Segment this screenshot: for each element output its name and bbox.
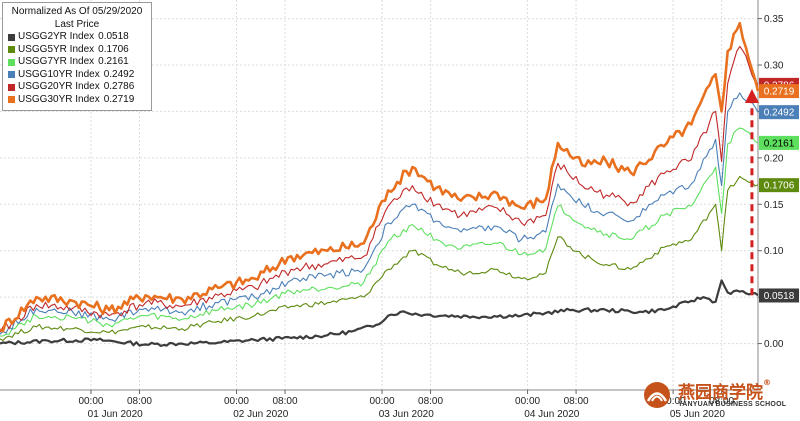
x-tick-time-label: 00:00 — [78, 396, 103, 407]
y-tick-label: 0.35 — [764, 14, 784, 25]
x-tick-day-label: 05 Jun 2020 — [670, 409, 725, 420]
legend-entry: USGG30YR Index 0.2719 — [8, 94, 146, 107]
legend-swatch — [8, 46, 15, 54]
legend-entry: USGG20YR Index 0.2786 — [8, 81, 146, 94]
annotation-arrow-head — [744, 89, 759, 103]
y-tick-label: 0.30 — [764, 61, 784, 72]
legend-entries: USGG2YR Index 0.0518 USGG5YR Index 0.1706 US… — [8, 31, 146, 106]
last-price-label-usgg2yr: 0.0518 — [764, 291, 795, 302]
last-price-label-usgg5yr: 0.1706 — [764, 181, 795, 192]
x-tick-time-label: 08:00 — [564, 396, 589, 407]
series-line-usgg5yr — [0, 175, 759, 342]
legend-series-last: 0.0518 — [98, 31, 129, 42]
school-logo-icon — [644, 382, 670, 408]
legend-swatch — [8, 96, 15, 104]
legend-series-name: USGG20YR Index — [18, 81, 100, 92]
series-line-usgg20yr — [0, 45, 759, 333]
legend-series-name: USGG2YR Index — [18, 31, 95, 42]
last-price-box-usgg2yr — [759, 288, 799, 303]
legend-series-last: 0.1706 — [98, 43, 129, 55]
legend-subtitle: Last Price — [54, 18, 100, 30]
legend-series-last: 0.2719 — [103, 93, 135, 105]
series-lines — [0, 21, 760, 347]
legend-swatch — [8, 58, 15, 66]
legend-swatch — [8, 83, 15, 91]
legend-series-last: 0.2786 — [103, 81, 135, 92]
legend-series-last: 0.2492 — [103, 68, 135, 80]
x-tick-time-label: 00:00 — [224, 396, 249, 407]
series-line-usgg30yr — [0, 21, 760, 333]
x-tick-day-label: 02 Jun 2020 — [233, 409, 288, 420]
last-price-label-usgg7yr: 0.2161 — [764, 138, 795, 149]
watermark-cn-text: 燕园商学院 — [678, 383, 763, 403]
legend-series-last: 0.2161 — [98, 56, 129, 67]
legend-entry: USGG7YR Index 0.2161 — [8, 56, 146, 69]
last-price-label-usgg10yr: 0.2492 — [764, 108, 795, 119]
x-tick-day-label: 01 Jun 2020 — [88, 409, 143, 420]
legend-entry: USGG2YR Index 0.0518 — [8, 31, 146, 44]
last-price-box-usgg30yr — [759, 84, 799, 99]
y-tick-label: 0.00 — [764, 339, 784, 350]
annotation — [744, 89, 759, 296]
legend-swatch — [8, 71, 15, 79]
watermark-cn: 燕园商学院® — [678, 378, 771, 403]
x-tick-time-label: 08:00 — [418, 396, 443, 407]
y-tick-label: 0.10 — [764, 246, 784, 257]
x-tick-time-label: 08:00 — [709, 396, 734, 407]
x-tick-day-label: 03 Jun 2020 — [379, 409, 434, 420]
legend-series-name: USGG30YR Index — [18, 93, 100, 105]
last-price-label-usgg30yr: 0.2719 — [764, 87, 795, 98]
legend-series-name: USGG7YR Index — [18, 56, 95, 67]
last-price-box-usgg5yr — [759, 178, 799, 193]
x-tick-time-label: 00:00 — [661, 396, 686, 407]
legend-entry: USGG5YR Index 0.1706 — [8, 44, 146, 57]
y-tick-label: 0.15 — [764, 200, 784, 211]
last-price-box-usgg10yr — [759, 105, 799, 120]
legend-swatch — [8, 33, 15, 41]
watermark-en: YANYUAN BUSINESS SCHOOL — [678, 401, 787, 408]
x-axis: 00:00 01 Jun 2020 08:00 00:00 02 Jun 2020 08:… — [0, 389, 758, 420]
watermark-registered: ® — [763, 378, 771, 387]
x-tick-day-label: 04 Jun 2020 — [524, 409, 579, 420]
grid — [0, 0, 758, 390]
legend-series-name: USGG10YR Index — [18, 68, 100, 80]
watermark: 燕园商学院® YANYUAN BUSINESS SCHOOL — [640, 378, 800, 418]
x-tick-time-label: 00:00 — [515, 396, 540, 407]
series-line-usgg10yr — [0, 92, 759, 335]
series-line-usgg7yr — [0, 127, 759, 337]
y-axis: 0.000.050.100.150.200.250.300.35 — [757, 0, 784, 390]
y-tick-label: 0.20 — [764, 153, 784, 164]
x-tick-time-label: 00:00 — [370, 396, 395, 407]
legend-entry: USGG10YR Index 0.2492 — [8, 69, 146, 82]
last-price-box-usgg7yr — [759, 135, 799, 150]
legend-title: Normalized As Of 05/29/2020 — [11, 6, 143, 17]
legend-series-name: USGG5YR Index — [18, 43, 95, 55]
series-line-usgg2yr — [0, 279, 759, 347]
x-tick-time-label: 08:00 — [272, 396, 297, 407]
x-tick-time-label: 08:00 — [127, 396, 152, 407]
legend: Normalized As Of 05/29/2020 Last Price U… — [2, 2, 152, 111]
